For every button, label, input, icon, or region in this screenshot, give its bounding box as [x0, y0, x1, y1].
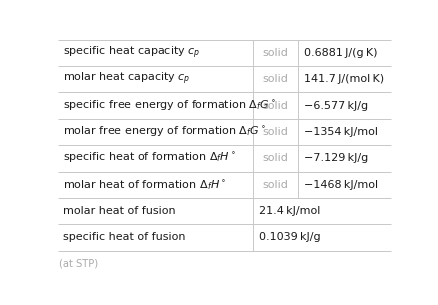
Text: −1354 kJ/mol: −1354 kJ/mol	[304, 127, 378, 137]
Text: specific heat of fusion: specific heat of fusion	[63, 232, 186, 242]
Text: solid: solid	[262, 48, 288, 58]
Text: molar heat capacity $c_p$: molar heat capacity $c_p$	[63, 71, 191, 88]
Text: 0.6881 J/(g K): 0.6881 J/(g K)	[304, 48, 378, 58]
Text: solid: solid	[262, 180, 288, 190]
Text: molar free energy of formation $\Delta_f G^\circ$: molar free energy of formation $\Delta_f…	[63, 125, 266, 139]
Text: molar heat of formation $\Delta_f H^\circ$: molar heat of formation $\Delta_f H^\cir…	[63, 178, 226, 192]
Text: solid: solid	[262, 101, 288, 111]
Text: 21.4 kJ/mol: 21.4 kJ/mol	[259, 206, 320, 216]
Text: molar heat of fusion: molar heat of fusion	[63, 206, 176, 216]
Text: −7.129 kJ/g: −7.129 kJ/g	[304, 153, 368, 163]
Text: solid: solid	[262, 127, 288, 137]
Text: −6.577 kJ/g: −6.577 kJ/g	[304, 101, 368, 111]
Text: (at STP): (at STP)	[60, 258, 99, 268]
Text: specific free energy of formation $\Delta_f G^\circ$: specific free energy of formation $\Delt…	[63, 99, 276, 113]
Text: 141.7 J/(mol K): 141.7 J/(mol K)	[304, 74, 384, 84]
Text: solid: solid	[262, 153, 288, 163]
Text: specific heat capacity $c_p$: specific heat capacity $c_p$	[63, 45, 201, 61]
Text: solid: solid	[262, 74, 288, 84]
Text: specific heat of formation $\Delta_f H^\circ$: specific heat of formation $\Delta_f H^\…	[63, 151, 237, 165]
Text: 0.1039 kJ/g: 0.1039 kJ/g	[259, 232, 321, 242]
Text: −1468 kJ/mol: −1468 kJ/mol	[304, 180, 378, 190]
